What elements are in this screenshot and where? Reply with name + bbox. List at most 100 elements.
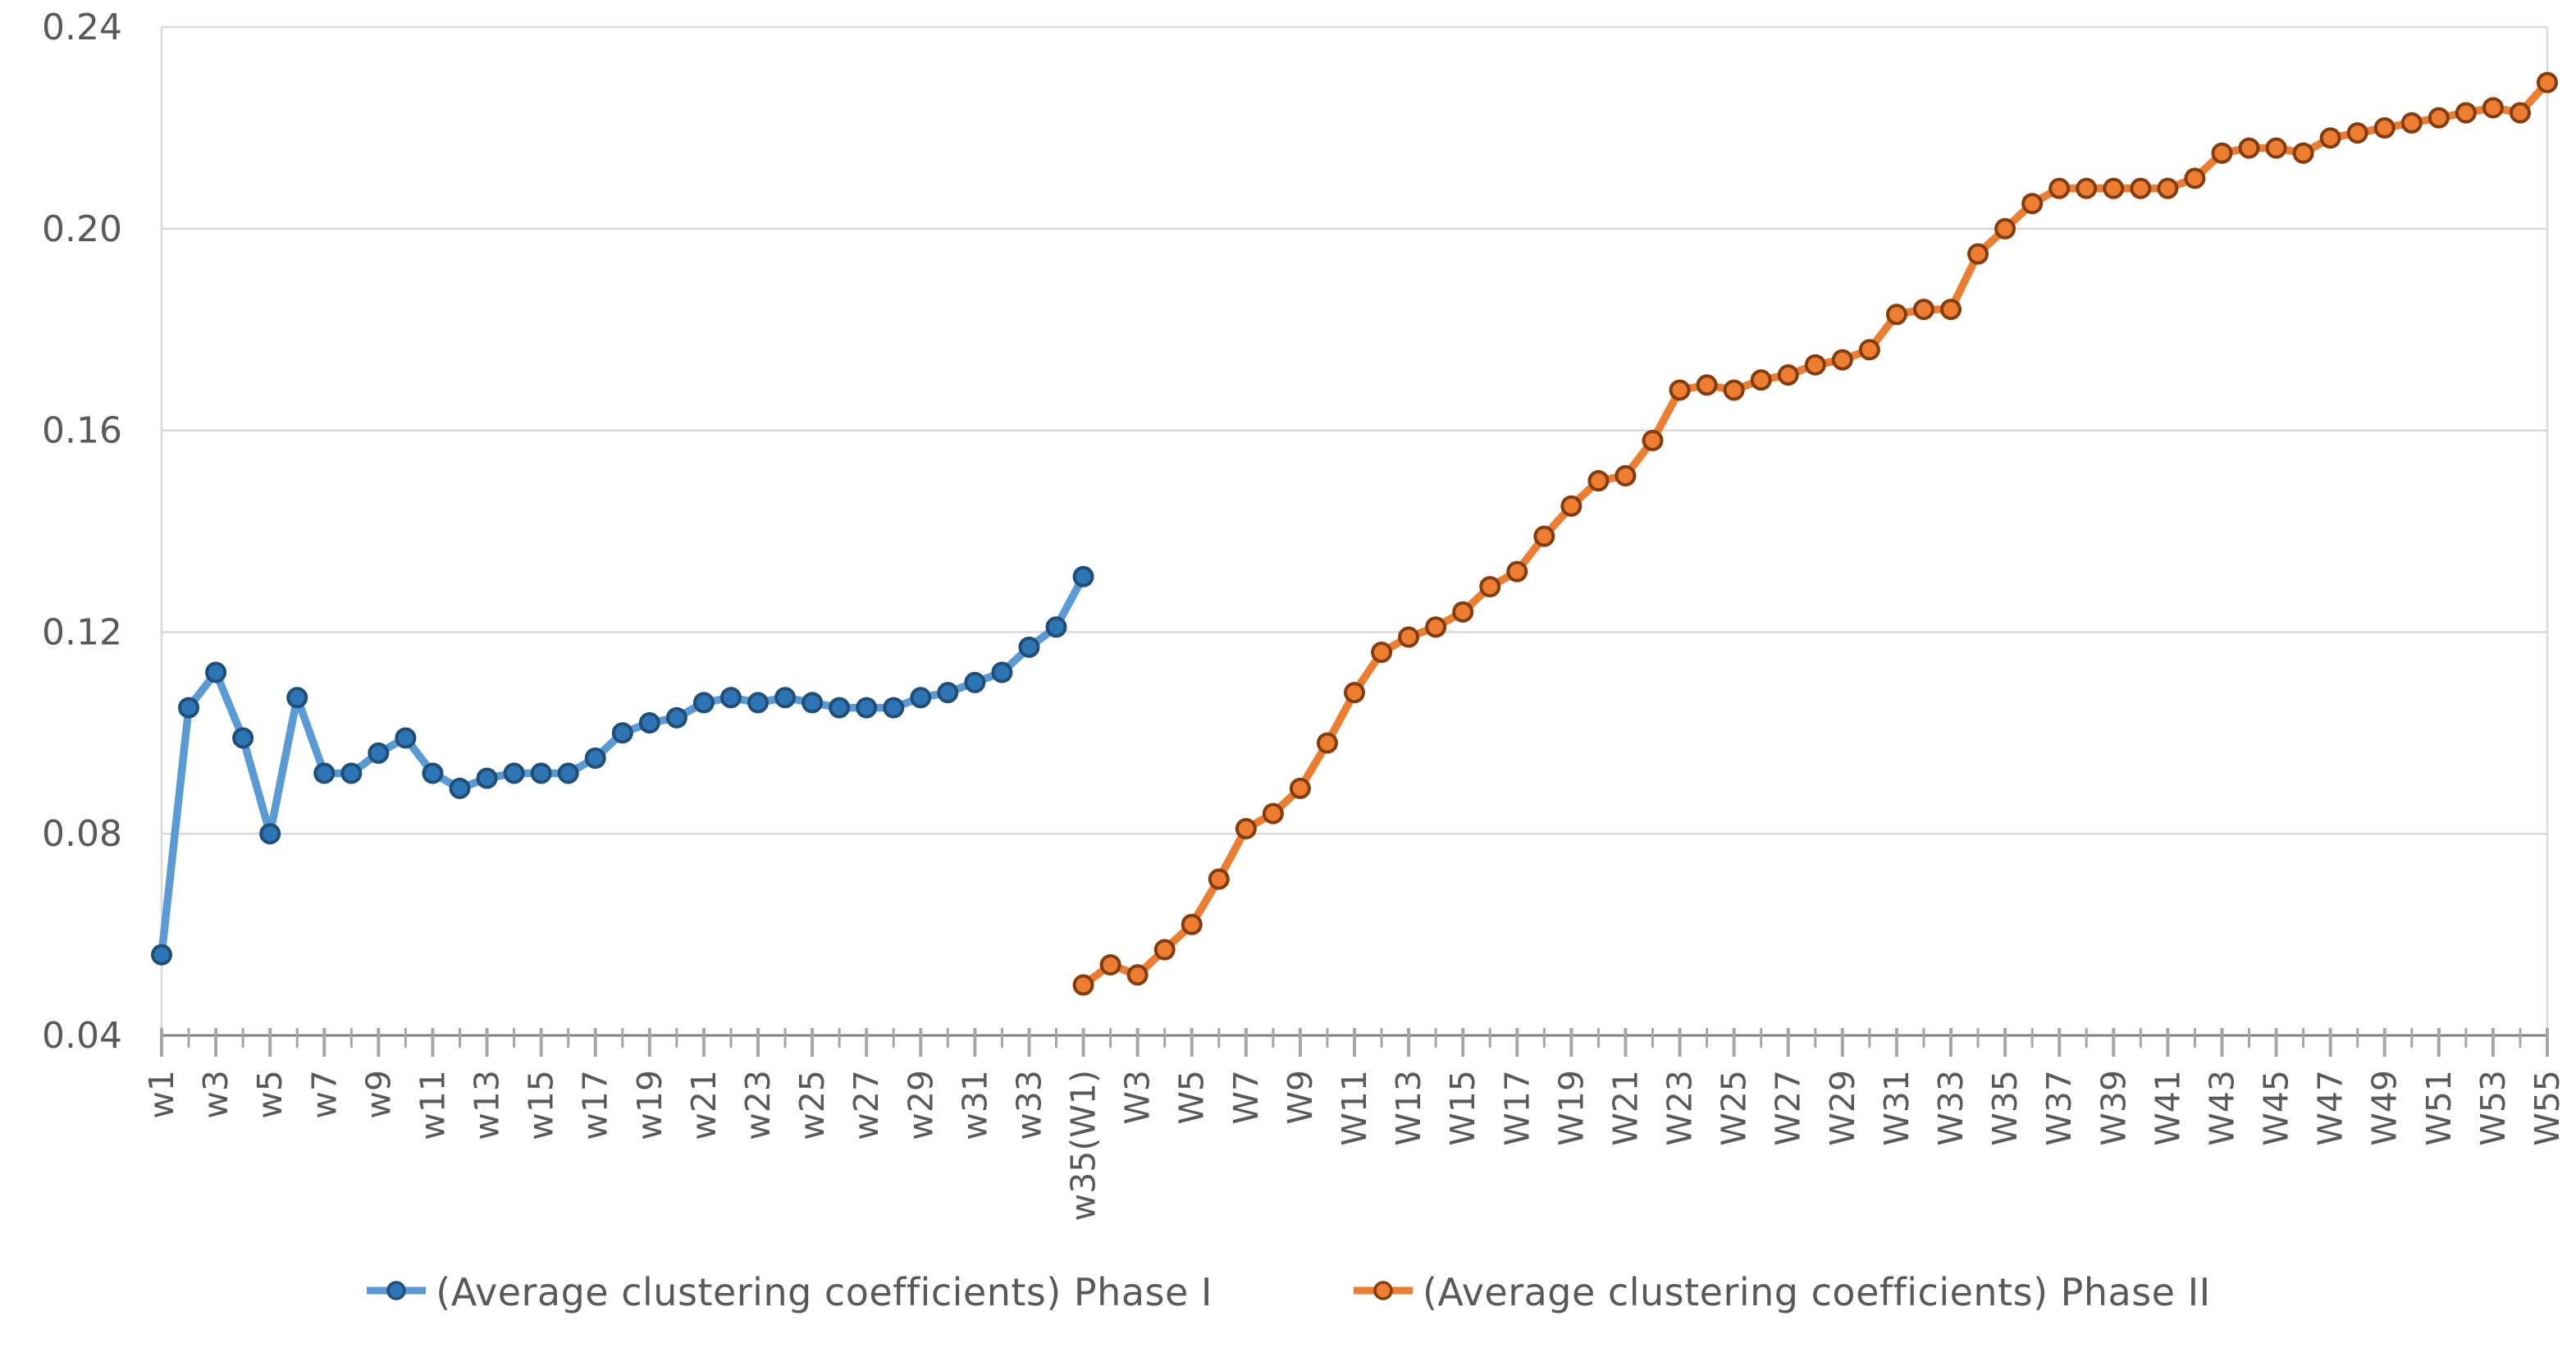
data-point-phase1 [313, 762, 336, 784]
data-point-phase2 [1669, 379, 1691, 401]
x-axis-label: w35(W1) [1064, 1070, 1103, 1221]
data-point-phase1 [964, 671, 986, 693]
data-point-phase1 [611, 722, 633, 744]
x-axis-label: W55 [2528, 1070, 2567, 1146]
data-point-phase2 [1858, 339, 1880, 361]
y-axis-label: 0.20 [42, 208, 122, 250]
data-point-phase2 [1533, 525, 1555, 547]
data-point-phase2 [2509, 102, 2531, 124]
data-point-phase1 [259, 823, 281, 845]
x-axis-label: W5 [1172, 1070, 1212, 1125]
x-axis-label: W39 [2094, 1070, 2133, 1146]
x-axis-label: W19 [1551, 1070, 1591, 1146]
y-axis-label: 0.24 [42, 7, 122, 48]
data-point-phase2 [2130, 177, 2152, 199]
x-axis-label: W11 [1335, 1070, 1374, 1146]
data-point-phase1 [1018, 636, 1040, 658]
data-point-phase2 [1316, 732, 1338, 754]
data-point-phase1 [883, 697, 905, 719]
data-point-phase1 [286, 687, 308, 709]
data-point-phase2 [1235, 818, 1257, 840]
x-axis-label: W15 [1443, 1070, 1482, 1146]
data-point-phase2 [1398, 626, 1420, 648]
x-axis-label: w9 [359, 1070, 398, 1119]
series-line-phase2 [1079, 78, 2551, 989]
legend-item-phase2: (Average clustering coefficients) Phase … [1352, 1270, 2211, 1314]
data-point-phase2 [2157, 177, 2179, 199]
phase1-line-marker-icon [365, 1278, 427, 1306]
data-point-phase2 [1153, 939, 1176, 961]
data-point-phase2 [2537, 71, 2558, 94]
data-point-phase2 [2292, 142, 2314, 164]
x-axis-label: w17 [576, 1070, 615, 1140]
x-axis-label: W51 [2419, 1070, 2459, 1146]
data-point-phase1 [232, 727, 254, 749]
data-point-phase2 [2103, 177, 2125, 199]
x-axis-label: W7 [1226, 1070, 1266, 1125]
x-axis-label: w21 [684, 1070, 724, 1140]
data-point-phase1 [340, 762, 363, 784]
x-axis-label: W35 [1985, 1070, 2025, 1146]
data-point-phase2 [1072, 974, 1094, 996]
legend-label-phase2: (Average clustering coefficients) Phase … [1422, 1270, 2211, 1314]
x-axis-label: W31 [1877, 1070, 1916, 1146]
y-axis-label: 0.04 [42, 1015, 122, 1057]
data-point-phase2 [1642, 429, 1664, 451]
data-point-phase2 [1994, 217, 2016, 240]
x-axis-label: W37 [2039, 1070, 2079, 1146]
data-point-phase1 [719, 687, 742, 709]
legend-item-phase1: (Average clustering coefficients) Phase … [365, 1270, 1213, 1314]
x-axis-label: w23 [738, 1070, 778, 1140]
data-point-phase2 [2021, 193, 2044, 215]
data-point-phase2 [2184, 167, 2206, 190]
x-axis-label: W53 [2473, 1070, 2513, 1146]
data-point-phase2 [1912, 299, 1934, 321]
data-point-phase2 [1777, 364, 1799, 386]
data-point-phase1 [937, 682, 959, 704]
x-axis-label: w31 [955, 1070, 994, 1140]
data-point-phase1 [503, 762, 525, 784]
data-point-phase2 [2265, 137, 2287, 159]
x-axis-label: w1 [142, 1070, 181, 1119]
data-point-phase2 [1099, 953, 1121, 976]
data-point-phase1 [530, 762, 552, 784]
data-point-phase2 [1885, 304, 1907, 326]
data-point-phase2 [2455, 102, 2477, 124]
x-axis-label: w25 [792, 1070, 832, 1140]
data-point-phase1 [774, 687, 797, 709]
data-point-phase2 [2319, 127, 2341, 149]
data-point-phase1 [1072, 565, 1094, 587]
x-axis-label: W17 [1497, 1070, 1537, 1146]
data-point-phase1 [557, 762, 579, 784]
legend-label-phase1: (Average clustering coefficients) Phase … [436, 1270, 1213, 1314]
y-axis-label: 0.08 [42, 813, 122, 855]
data-point-phase2 [1506, 560, 1528, 583]
x-axis-label: W25 [1715, 1070, 1754, 1146]
x-axis-label: w3 [196, 1070, 235, 1119]
data-point-phase1 [368, 742, 390, 764]
data-point-phase2 [2076, 177, 2098, 199]
data-point-phase2 [2211, 142, 2233, 164]
data-point-phase2 [1723, 379, 1745, 401]
data-point-phase1 [422, 762, 444, 784]
data-point-phase2 [1452, 601, 1474, 623]
data-point-phase2 [1804, 354, 1826, 376]
x-axis-label: W21 [1605, 1070, 1645, 1146]
data-point-phase1 [910, 687, 932, 709]
x-axis-label: w13 [468, 1070, 507, 1140]
data-point-phase1 [584, 747, 606, 770]
x-axis-label: w29 [901, 1070, 940, 1140]
data-point-phase2 [1344, 682, 1365, 704]
data-point-phase2 [1967, 243, 1989, 265]
x-axis-label: W27 [1769, 1070, 1808, 1146]
data-point-phase2 [1479, 576, 1501, 598]
data-point-phase2 [1831, 349, 1853, 371]
data-point-phase2 [1587, 470, 1610, 492]
data-point-phase2 [1940, 299, 1962, 321]
x-axis-label: w7 [304, 1070, 344, 1119]
data-point-phase1 [638, 712, 660, 734]
phase2-line-marker-icon [1352, 1278, 1414, 1306]
data-point-phase1 [395, 727, 417, 749]
data-point-phase2 [1560, 495, 1583, 517]
